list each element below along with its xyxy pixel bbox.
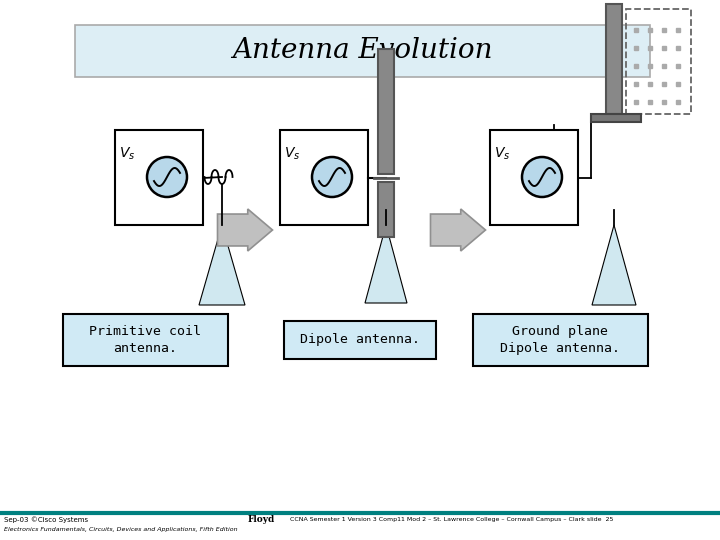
Bar bbox=[606, 4, 622, 114]
Text: Floyd: Floyd bbox=[248, 515, 275, 523]
Text: Sep-03 ©Cisco Systems: Sep-03 ©Cisco Systems bbox=[4, 517, 88, 523]
Bar bbox=[284, 321, 436, 359]
Text: $V_s$: $V_s$ bbox=[284, 146, 300, 163]
Text: CCNA Semester 1 Version 3 Comp11 Mod 2 – St. Lawrence College – Cornwall Campus : CCNA Semester 1 Version 3 Comp11 Mod 2 –… bbox=[290, 517, 613, 523]
Circle shape bbox=[312, 157, 352, 197]
Polygon shape bbox=[217, 209, 272, 251]
Bar bbox=[626, 9, 691, 114]
Bar bbox=[280, 130, 368, 225]
Polygon shape bbox=[365, 225, 407, 303]
Text: $V_s$: $V_s$ bbox=[119, 146, 135, 163]
Circle shape bbox=[522, 157, 562, 197]
Text: Dipole antenna.: Dipole antenna. bbox=[300, 334, 420, 347]
Polygon shape bbox=[199, 225, 245, 305]
Text: Ground plane
Dipole antenna.: Ground plane Dipole antenna. bbox=[500, 325, 620, 355]
Circle shape bbox=[147, 157, 187, 197]
Bar bbox=[378, 49, 394, 174]
Bar bbox=[75, 25, 650, 77]
Bar bbox=[63, 314, 228, 366]
Text: Primitive coil
antenna.: Primitive coil antenna. bbox=[89, 325, 201, 355]
Text: $V_s$: $V_s$ bbox=[494, 146, 510, 163]
Bar bbox=[115, 130, 203, 225]
Bar bbox=[472, 314, 647, 366]
Bar bbox=[378, 182, 394, 237]
Text: Antenna Evolution: Antenna Evolution bbox=[232, 37, 492, 64]
Text: Electronics Fundamentals, Circuits, Devices and Applications, Fifth Edition: Electronics Fundamentals, Circuits, Devi… bbox=[4, 526, 238, 531]
Bar bbox=[591, 114, 641, 122]
Bar bbox=[490, 130, 578, 225]
Polygon shape bbox=[431, 209, 485, 251]
Polygon shape bbox=[592, 225, 636, 305]
